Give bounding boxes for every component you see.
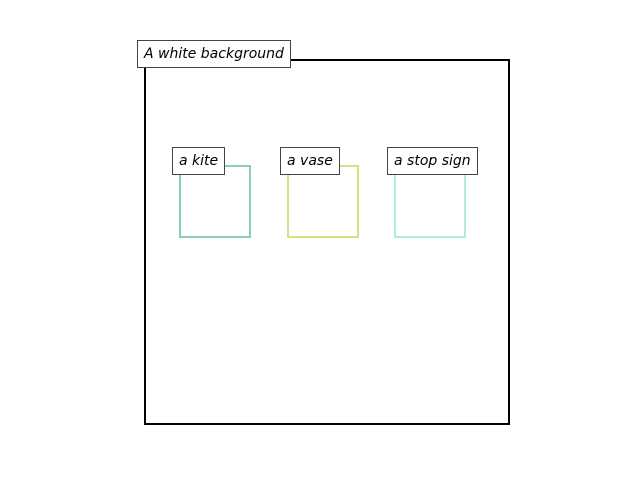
kite-box bbox=[179, 165, 251, 238]
stop-sign-box bbox=[394, 165, 466, 238]
vase-label: a vase bbox=[280, 147, 340, 175]
scene-title-label: A white background bbox=[137, 40, 291, 68]
stop-sign-label: a stop sign bbox=[387, 147, 478, 175]
scene-frame bbox=[144, 59, 510, 425]
vase-box bbox=[287, 165, 359, 238]
kite-label: a kite bbox=[172, 147, 226, 175]
